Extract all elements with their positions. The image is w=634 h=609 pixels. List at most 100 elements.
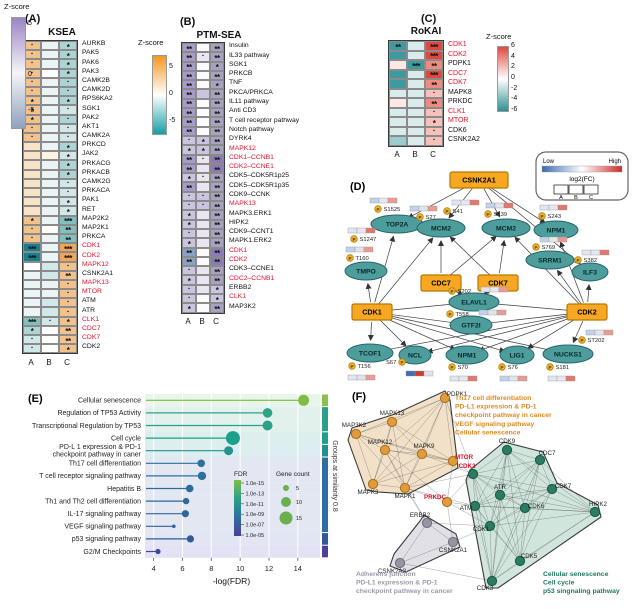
heatmap-cell: ** bbox=[210, 108, 224, 118]
phospho-icon bbox=[348, 362, 356, 370]
heatmap-cell: * bbox=[59, 316, 77, 326]
log2fc-strip-cell bbox=[485, 202, 496, 209]
heatmap-wrap: ▪ * ▪ * ▪ * ▪ * ▪ ▪ ▪ ▪ * * * ▪ * ▪ ▪ ▪ ▪ ▪ * * * * ▪ ▪ * * * *** ▪ ** ▪ **… bbox=[22, 40, 113, 355]
phospho-icon bbox=[448, 287, 456, 295]
heatmap-row-label: PRKCA bbox=[82, 233, 106, 241]
fdr-legend-tick-label: 1.0e-13 bbox=[246, 491, 265, 497]
lollipop-dot bbox=[225, 431, 240, 446]
x-axis-title: -log(FDR) bbox=[213, 576, 250, 586]
phosphorylation-edge bbox=[478, 315, 578, 352]
network-edge bbox=[499, 494, 521, 562]
heatmap-row-labels: CDK1 CDK2 PDPK1 CDC7 CDK7 MAPK8 PRKDC CLK1 MTOR C… bbox=[448, 40, 480, 145]
colorbar-gradient bbox=[497, 46, 509, 112]
heatmap-row-label: IL33 pathway bbox=[229, 51, 270, 59]
heatmap-row-label: MAP3K2 bbox=[229, 302, 256, 310]
heatmap-cell: ** bbox=[210, 275, 224, 285]
cluster-annotation-line: checkpoint pathway in cancer bbox=[455, 412, 552, 419]
significance-marker: ** bbox=[186, 53, 192, 62]
heatmap-row-label: PRKDC bbox=[448, 98, 473, 106]
heatmap-row-label: MAPK3.ERK1 bbox=[229, 209, 272, 217]
kinase-node-label: CDK2 bbox=[459, 463, 476, 470]
network-edge bbox=[384, 449, 406, 489]
heatmap-row-label: CDK9–CCNT1 bbox=[229, 228, 274, 236]
heatmap-cell: ** bbox=[59, 233, 77, 244]
heatmap-cell: ▪ bbox=[196, 173, 210, 183]
heatmap-cell: ** bbox=[182, 126, 196, 136]
heatmap-cell bbox=[41, 261, 59, 271]
log2fc-strip-cell bbox=[347, 374, 358, 381]
substrate-node-label: NUCKS1 bbox=[554, 351, 582, 358]
log2fc-strip-cell bbox=[451, 199, 462, 206]
panel-rokai: (C) RoKAI ** *** *** *** ** *** ** ▪ ** ▪ * ▪ ▪ CDK1 C… bbox=[386, 6, 634, 176]
heatmap-cell: * bbox=[196, 135, 210, 146]
heatmap-cell: ** bbox=[182, 117, 196, 127]
category-label-line: Hepatitis B bbox=[107, 486, 141, 493]
phospho-icon bbox=[578, 336, 586, 344]
heatmap-cell bbox=[41, 178, 59, 188]
significance-marker: ** bbox=[214, 119, 220, 127]
log2fc-strip-cell bbox=[539, 236, 550, 243]
heatmap-row-label: PAK2 bbox=[82, 113, 99, 121]
fdr-legend-title: FDR bbox=[234, 471, 248, 478]
group-bar-segment bbox=[322, 444, 328, 457]
heatmap-cell: ** bbox=[425, 60, 443, 70]
heatmap-row: ▪ * bbox=[23, 68, 77, 78]
heatmap-cell bbox=[41, 252, 59, 262]
heatmap-cell bbox=[407, 50, 425, 60]
network-edge bbox=[446, 501, 491, 527]
kinase-node-label: MAP3K2 bbox=[342, 422, 367, 429]
phospho-icon-letter: P bbox=[350, 364, 353, 369]
heatmap-column-label: A bbox=[28, 357, 34, 367]
heatmap-row-label: CSNK2A2 bbox=[448, 136, 480, 144]
heatmap-cell: ** bbox=[210, 154, 224, 164]
category-label-line: G2/M Checkpoints bbox=[83, 549, 141, 556]
category-label: IL-17 signaling pathway bbox=[67, 511, 141, 518]
heatmap-row: ▪ ** bbox=[23, 224, 77, 234]
log2fc-strip-cell bbox=[363, 246, 374, 253]
heatmap-cell bbox=[41, 59, 59, 69]
heatmap-cell: ** bbox=[210, 173, 224, 183]
substrate-node-label: TOP2A bbox=[386, 221, 409, 228]
significance-marker: ** bbox=[214, 221, 220, 229]
legend-metric-label: log2(FC) bbox=[569, 176, 594, 183]
significance-marker: ** bbox=[214, 165, 220, 174]
fdr-legend-tick-label: 1.0e-09 bbox=[246, 512, 265, 518]
significance-marker: ** bbox=[214, 184, 220, 192]
category-label-line: PD-L 1 expression & PD-1 bbox=[59, 444, 141, 451]
dot-marker: ▪ bbox=[202, 155, 204, 162]
heatmap-row: ** bbox=[23, 270, 77, 280]
heatmap-row: **** bbox=[182, 70, 224, 81]
heatmap-row-label: CDK6 bbox=[448, 126, 467, 134]
kinase-node-label: CSNK2A1 bbox=[439, 547, 468, 554]
heatmap-row-label: CDK2 bbox=[229, 256, 248, 264]
dot-marker: ▪ bbox=[433, 108, 435, 115]
phospho-icon-letter: P bbox=[450, 289, 453, 294]
significance-marker: * bbox=[66, 97, 70, 106]
network-edge bbox=[391, 421, 454, 462]
kinase-node bbox=[467, 468, 479, 480]
log2fc-strip-cell bbox=[405, 370, 416, 377]
significance-marker: *** bbox=[64, 244, 72, 253]
heatmap-cell bbox=[389, 60, 407, 70]
heatmap-row: **** bbox=[23, 215, 77, 225]
heatmap-row-label: TNF bbox=[229, 79, 243, 87]
phosphosite-label: S1525 bbox=[384, 207, 401, 213]
heatmap-row: * ▪ bbox=[23, 105, 77, 115]
significance-marker: ** bbox=[214, 212, 220, 220]
dot-marker: ▪ bbox=[67, 179, 69, 186]
phosphorylation-edge bbox=[585, 283, 592, 303]
network-edge bbox=[499, 494, 596, 513]
heatmap-cell bbox=[196, 238, 210, 248]
network-edge bbox=[404, 473, 474, 489]
heatmap-cell bbox=[196, 210, 210, 220]
heatmap-column-label: C bbox=[64, 357, 70, 367]
heatmap-cell: ▪ bbox=[23, 224, 41, 234]
network-edge bbox=[372, 483, 406, 489]
log2fc-strip-cell bbox=[354, 246, 365, 253]
genecount-legend-dot bbox=[279, 511, 293, 525]
heatmap-cell: ** bbox=[182, 98, 196, 109]
category-label-line: IL-17 signaling pathway bbox=[67, 511, 141, 518]
network-edge bbox=[472, 473, 493, 582]
phospho-icon bbox=[574, 256, 582, 264]
heatmap-cell bbox=[23, 197, 41, 207]
